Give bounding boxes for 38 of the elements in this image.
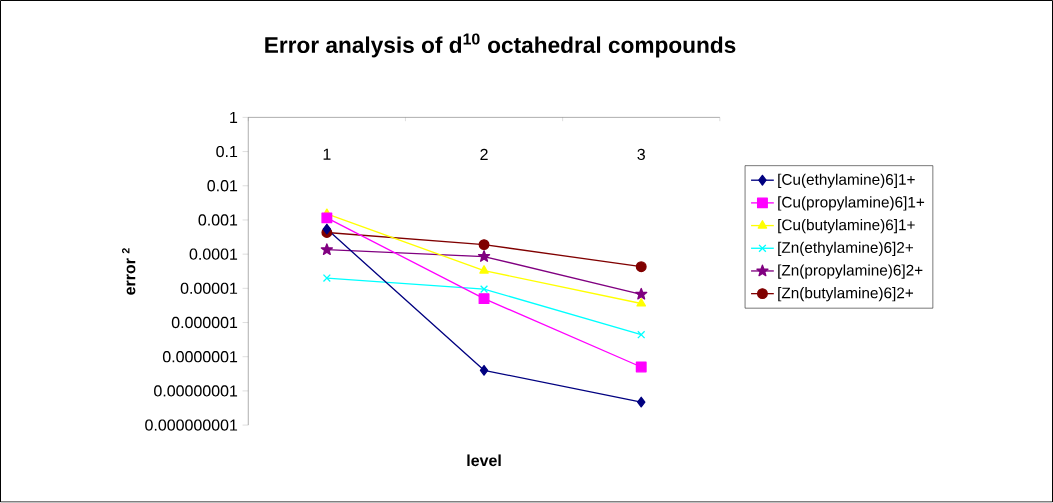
point [479, 265, 489, 274]
x-tick-label: 3 [637, 148, 645, 161]
x-axis-title: level [467, 454, 501, 467]
y-tick-label: 1 [230, 112, 238, 124]
point [478, 239, 490, 251]
chart-title: Error analysis of d$^{10}$ octahedral compounds [265, 33, 736, 58]
point [635, 288, 648, 300]
legend-label: [Cu(propylamine)6]1+ [778, 196, 925, 211]
point [635, 261, 647, 273]
point [322, 274, 331, 283]
y-tick-label: 0.00001 [180, 282, 238, 295]
point [636, 298, 647, 307]
legend-label: [Zn(butylamine)6]2+ [778, 287, 914, 302]
point [320, 243, 333, 256]
point [321, 212, 333, 224]
legend-label: [Cu(ethylamine)6]1+ [778, 173, 915, 189]
point [479, 285, 489, 294]
legend-label: [Cu(butylamine)6]1+ [778, 219, 915, 234]
legend-label: [Zn(ethylamine)6]2+ [778, 241, 914, 257]
point [636, 396, 646, 408]
point [322, 223, 332, 235]
x-tick-label: 1 [323, 148, 331, 160]
point [478, 293, 490, 305]
y-tick-label: 0.01 [207, 180, 238, 192]
point [637, 330, 646, 340]
y-tick-label: 0.0001 [189, 248, 238, 261]
legend-label: [Zn(propylamine)6]2+ [778, 264, 923, 279]
y-axis-title: error $^{2}$ [121, 248, 136, 296]
point [477, 250, 491, 263]
y-tick-label: 0.1 [216, 146, 238, 158]
y-tick-label: 0.001 [198, 214, 238, 226]
x-tick-label: 2 [480, 148, 488, 161]
y-tick-label: 0.0000001 [162, 351, 238, 363]
y-tick-label: 0.000000001 [145, 419, 238, 431]
y-tick-label: 0.000001 [171, 317, 238, 329]
y-tick-label: 0.00000001 [154, 385, 238, 397]
point [479, 365, 489, 377]
point [635, 361, 647, 373]
